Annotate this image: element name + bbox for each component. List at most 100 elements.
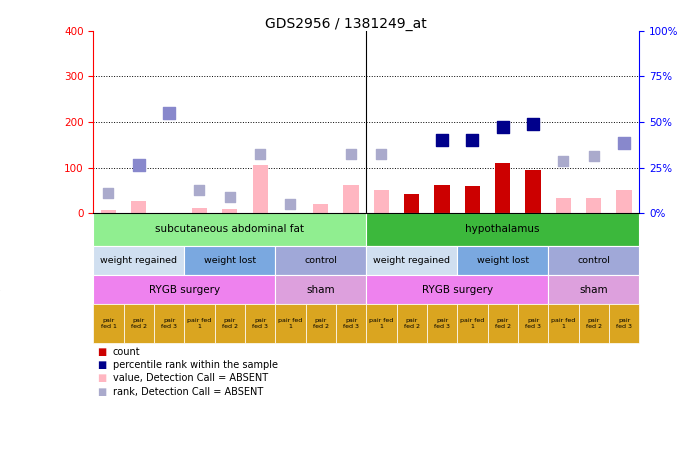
Text: subcutaneous abdominal fat: subcutaneous abdominal fat [155, 224, 304, 235]
Text: pair fed
1: pair fed 1 [460, 319, 484, 329]
Text: pair
fed 3: pair fed 3 [161, 319, 177, 329]
Bar [556, 198, 571, 213]
Text: GDS2956 / 1381249_at: GDS2956 / 1381249_at [265, 17, 426, 31]
Point [437, 137, 448, 144]
Bar [465, 186, 480, 213]
Point [133, 162, 144, 169]
Text: pair
fed 1: pair fed 1 [100, 319, 116, 329]
Text: pair
fed 3: pair fed 3 [616, 319, 632, 329]
Point [498, 123, 509, 130]
Text: percentile rank within the sample: percentile rank within the sample [113, 360, 278, 370]
Bar [548, 275, 639, 304]
Bar [616, 191, 632, 213]
Bar [366, 275, 548, 304]
Text: sham: sham [306, 284, 335, 295]
Text: ■: ■ [97, 373, 106, 383]
Bar [609, 304, 639, 343]
Text: count: count [113, 346, 140, 357]
Bar [336, 304, 366, 343]
Bar [275, 304, 305, 343]
Text: control: control [304, 256, 337, 264]
Bar [457, 304, 488, 343]
Text: RYGB surgery: RYGB surgery [149, 284, 220, 295]
Point [467, 137, 478, 144]
Point [558, 157, 569, 164]
Text: RYGB surgery: RYGB surgery [422, 284, 493, 295]
Point [376, 150, 387, 158]
Text: pair
fed 2: pair fed 2 [495, 319, 511, 329]
Bar [184, 304, 215, 343]
Bar [275, 246, 366, 275]
Text: sham: sham [579, 284, 608, 295]
Bar [578, 304, 609, 343]
Text: pair fed
1: pair fed 1 [551, 319, 576, 329]
Bar [435, 184, 450, 213]
Text: weight regained: weight regained [373, 256, 451, 264]
Text: rank, Detection Call = ABSENT: rank, Detection Call = ABSENT [113, 386, 263, 397]
Point [103, 189, 114, 197]
Bar [93, 246, 184, 275]
Point [588, 153, 599, 160]
Bar [495, 163, 510, 213]
Bar [124, 304, 154, 343]
Text: pair
fed 3: pair fed 3 [343, 319, 359, 329]
Bar [192, 208, 207, 213]
Text: pair
fed 2: pair fed 2 [222, 319, 238, 329]
Bar [184, 246, 275, 275]
Bar [548, 304, 578, 343]
Text: pair
fed 2: pair fed 2 [131, 319, 146, 329]
Bar [215, 304, 245, 343]
Text: pair
fed 3: pair fed 3 [252, 319, 268, 329]
Text: pair
fed 3: pair fed 3 [434, 319, 450, 329]
Bar [93, 304, 124, 343]
Text: ■: ■ [97, 346, 106, 357]
Bar [275, 275, 366, 304]
Bar [252, 165, 267, 213]
Point [618, 139, 630, 146]
Point [254, 150, 265, 158]
Text: value, Detection Call = ABSENT: value, Detection Call = ABSENT [113, 373, 267, 383]
Bar [374, 191, 389, 213]
Text: pair fed
1: pair fed 1 [187, 319, 211, 329]
Text: pair
fed 2: pair fed 2 [586, 319, 602, 329]
Bar [586, 198, 601, 213]
Text: weight regained: weight regained [100, 256, 178, 264]
Bar [427, 304, 457, 343]
Text: ■: ■ [97, 360, 106, 370]
Bar [366, 246, 457, 275]
Text: pair
fed 2: pair fed 2 [404, 319, 419, 329]
Bar [93, 275, 275, 304]
Bar [366, 213, 639, 246]
Bar [548, 246, 639, 275]
Bar [223, 209, 237, 213]
Point [164, 109, 175, 117]
Text: pair fed
1: pair fed 1 [278, 319, 303, 329]
Point [194, 187, 205, 194]
Bar [404, 194, 419, 213]
Bar [93, 213, 366, 246]
Bar [366, 304, 397, 343]
Text: hypothalamus: hypothalamus [466, 224, 540, 235]
Bar [313, 204, 328, 213]
Bar [518, 304, 548, 343]
Bar [101, 210, 116, 213]
Text: pair fed
1: pair fed 1 [369, 319, 393, 329]
Bar [131, 201, 146, 213]
Bar [343, 184, 359, 213]
Bar [154, 304, 184, 343]
Text: weight lost: weight lost [477, 256, 529, 264]
Bar [305, 304, 336, 343]
Text: pair
fed 2: pair fed 2 [313, 319, 329, 329]
Text: ■: ■ [97, 386, 106, 397]
Point [527, 120, 538, 128]
Bar [488, 304, 518, 343]
Point [346, 150, 357, 158]
Bar [397, 304, 427, 343]
Text: weight lost: weight lost [204, 256, 256, 264]
Bar [525, 170, 540, 213]
Bar [245, 304, 275, 343]
Text: control: control [577, 256, 610, 264]
Point [224, 193, 235, 201]
Point [285, 201, 296, 208]
Bar [457, 246, 548, 275]
